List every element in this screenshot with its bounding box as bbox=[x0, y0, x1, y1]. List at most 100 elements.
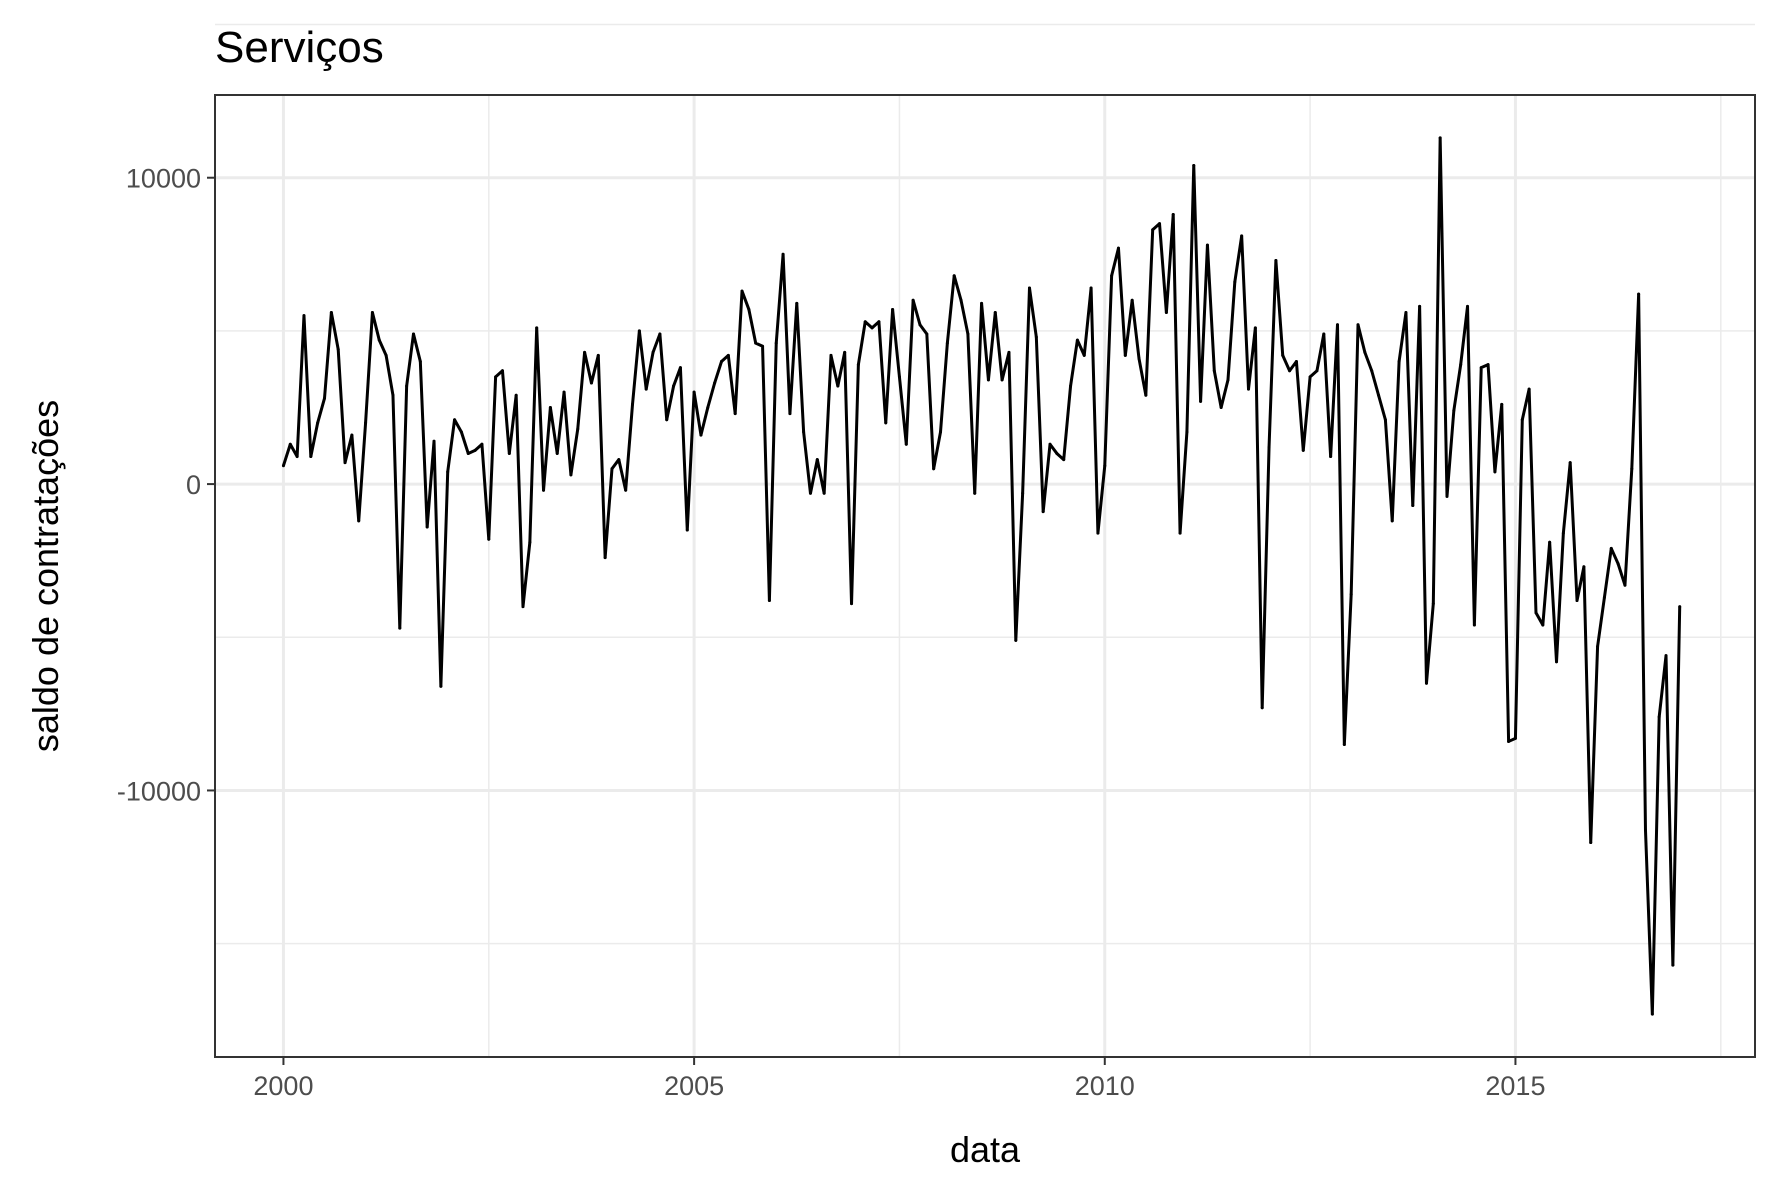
data-points bbox=[281, 136, 1682, 1016]
data-point bbox=[603, 556, 607, 560]
data-point bbox=[1671, 963, 1675, 967]
data-point bbox=[1589, 841, 1593, 845]
data-point bbox=[398, 626, 402, 630]
data-point bbox=[542, 488, 546, 492]
data-point bbox=[323, 396, 327, 400]
data-point bbox=[1014, 638, 1018, 642]
data-point bbox=[1219, 406, 1223, 409]
data-point bbox=[459, 430, 463, 434]
data-point bbox=[1370, 369, 1374, 373]
data-point bbox=[774, 341, 778, 345]
data-point bbox=[1253, 326, 1257, 330]
data-point bbox=[514, 393, 518, 397]
data-point bbox=[1137, 356, 1141, 360]
data-point bbox=[494, 375, 498, 379]
data-point bbox=[316, 421, 320, 425]
data-point bbox=[425, 525, 429, 529]
data-point bbox=[1048, 442, 1052, 446]
data-point bbox=[1513, 736, 1517, 740]
data-point bbox=[1342, 743, 1346, 746]
data-point bbox=[288, 442, 292, 446]
data-point bbox=[1089, 286, 1093, 290]
data-point bbox=[1630, 467, 1634, 471]
data-point bbox=[952, 274, 956, 278]
data-point bbox=[781, 252, 785, 256]
data-point bbox=[473, 448, 477, 452]
data-point bbox=[364, 421, 368, 425]
data-point bbox=[713, 381, 717, 385]
data-point bbox=[1082, 353, 1086, 357]
data-point bbox=[911, 298, 915, 302]
data-point bbox=[870, 326, 874, 330]
data-point bbox=[1281, 353, 1285, 357]
data-point bbox=[295, 455, 299, 459]
data-point bbox=[1356, 323, 1360, 327]
data-point bbox=[637, 329, 641, 333]
data-point bbox=[672, 384, 676, 388]
data-point bbox=[569, 473, 573, 477]
data-point bbox=[357, 519, 361, 523]
data-point bbox=[610, 467, 614, 471]
data-point bbox=[706, 406, 710, 409]
data-point bbox=[1000, 378, 1004, 382]
data-point bbox=[343, 461, 347, 465]
data-point bbox=[1274, 258, 1278, 262]
data-point bbox=[1424, 681, 1428, 685]
y-tick-label: -10000 bbox=[117, 776, 201, 806]
data-point bbox=[843, 350, 847, 354]
data-point bbox=[904, 442, 908, 446]
data-point bbox=[370, 311, 374, 315]
data-point bbox=[808, 491, 812, 495]
data-point bbox=[1418, 304, 1422, 308]
data-point bbox=[733, 412, 737, 416]
data-point bbox=[1486, 363, 1490, 367]
data-point bbox=[1472, 623, 1476, 627]
data-point bbox=[1609, 546, 1613, 550]
data-point bbox=[1404, 311, 1408, 315]
data-point bbox=[576, 427, 580, 431]
data-point bbox=[1678, 605, 1682, 609]
data-point bbox=[432, 439, 436, 443]
data-point bbox=[1240, 234, 1244, 238]
data-point bbox=[761, 344, 765, 348]
data-point bbox=[507, 451, 511, 455]
data-point bbox=[1069, 384, 1073, 388]
data-point bbox=[980, 301, 984, 305]
data-point bbox=[945, 341, 949, 345]
data-point bbox=[1363, 350, 1367, 354]
x-axis-ticks: 2000 2005 2010 2015 bbox=[253, 1057, 1545, 1101]
data-point bbox=[466, 451, 470, 455]
data-point bbox=[1034, 335, 1038, 339]
data-point bbox=[377, 338, 381, 342]
data-point bbox=[391, 393, 395, 397]
data-point bbox=[1520, 418, 1524, 422]
data-point bbox=[1335, 323, 1339, 327]
data-point bbox=[1548, 540, 1552, 544]
data-point bbox=[1329, 455, 1333, 459]
data-point bbox=[1349, 592, 1353, 596]
data-point bbox=[856, 363, 860, 367]
data-point bbox=[658, 332, 662, 336]
data-point bbox=[829, 353, 833, 357]
data-point bbox=[350, 433, 354, 437]
data-point bbox=[1192, 163, 1196, 167]
data-point bbox=[1062, 458, 1066, 462]
data-point bbox=[719, 360, 723, 364]
major-gridlines bbox=[215, 95, 1755, 1057]
y-tick-label: 0 bbox=[186, 470, 201, 500]
data-point bbox=[1164, 311, 1168, 315]
data-point bbox=[1616, 562, 1620, 566]
data-point bbox=[528, 540, 532, 544]
data-point bbox=[336, 347, 340, 351]
data-point bbox=[589, 381, 593, 385]
data-point bbox=[555, 451, 559, 455]
data-point bbox=[1596, 644, 1600, 648]
data-point bbox=[651, 350, 655, 354]
data-point bbox=[747, 307, 751, 311]
data-point bbox=[521, 605, 525, 609]
data-point bbox=[1233, 280, 1237, 284]
data-point bbox=[1027, 286, 1031, 290]
data-point bbox=[1322, 332, 1326, 336]
data-point bbox=[850, 602, 854, 606]
